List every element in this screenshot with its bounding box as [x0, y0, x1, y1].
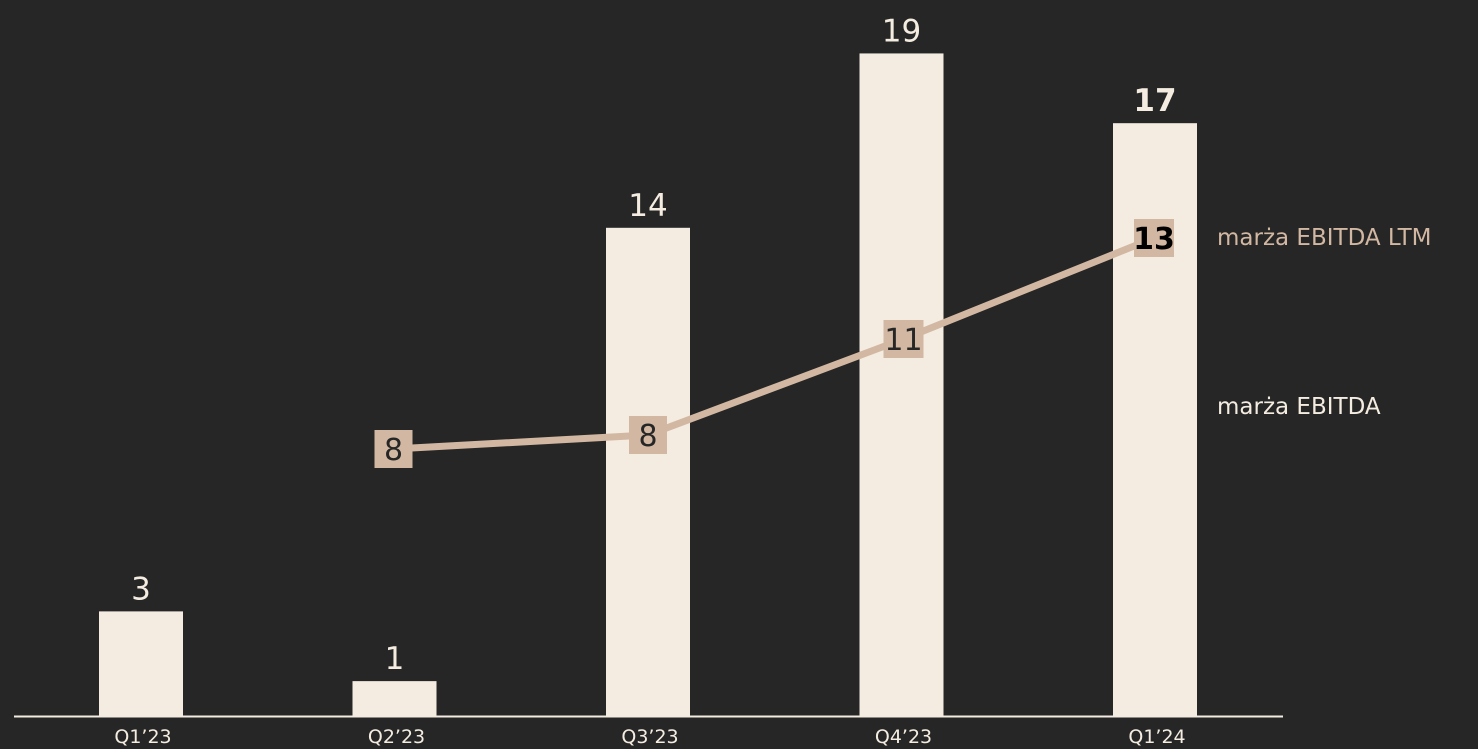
bar-5 — [1113, 123, 1197, 716]
axis-layer: Q1’23 Q2’23 Q3’23 Q4’23 Q1’24 — [14, 715, 1283, 748]
bar-value-label: 17 — [1133, 83, 1176, 119]
bar-value-label: 3 — [131, 571, 151, 607]
legend-ltm-label: marża EBITDA LTM — [1217, 225, 1431, 251]
bar-3 — [606, 227, 690, 717]
bar-value-label: 14 — [628, 188, 667, 224]
bar-4 — [859, 53, 944, 716]
bar-1 — [99, 611, 183, 716]
ltm-marker-label: 11 — [884, 323, 922, 358]
x-tick-label: Q1’23 — [114, 726, 171, 748]
line-layer: 8 8 11 13 — [374, 219, 1175, 468]
legend-layer: marża EBITDA LTM marża EBITDA — [1217, 225, 1431, 420]
bar-value-label: 19 — [882, 13, 921, 49]
ltm-marker-label: 8 — [638, 419, 657, 454]
legend-bar-label: marża EBITDA — [1217, 394, 1381, 420]
bars-layer: 3 1 14 19 17 — [99, 13, 1197, 717]
bar-2 — [352, 681, 437, 716]
ltm-marker — [374, 430, 413, 468]
bar-value-label: 1 — [385, 641, 405, 677]
ltm-marker — [629, 416, 667, 454]
ltm-marker — [883, 320, 924, 358]
x-tick-label: Q3’23 — [621, 726, 678, 748]
ltm-marker — [1134, 219, 1174, 257]
ltm-line — [393, 234, 1156, 453]
x-tick-label: Q1’24 — [1128, 726, 1185, 748]
x-tick-label: Q4’23 — [875, 726, 932, 748]
ltm-marker-label: 13 — [1133, 222, 1175, 257]
x-tick-label: Q2’23 — [368, 726, 425, 748]
ltm-marker-label: 8 — [384, 433, 403, 468]
